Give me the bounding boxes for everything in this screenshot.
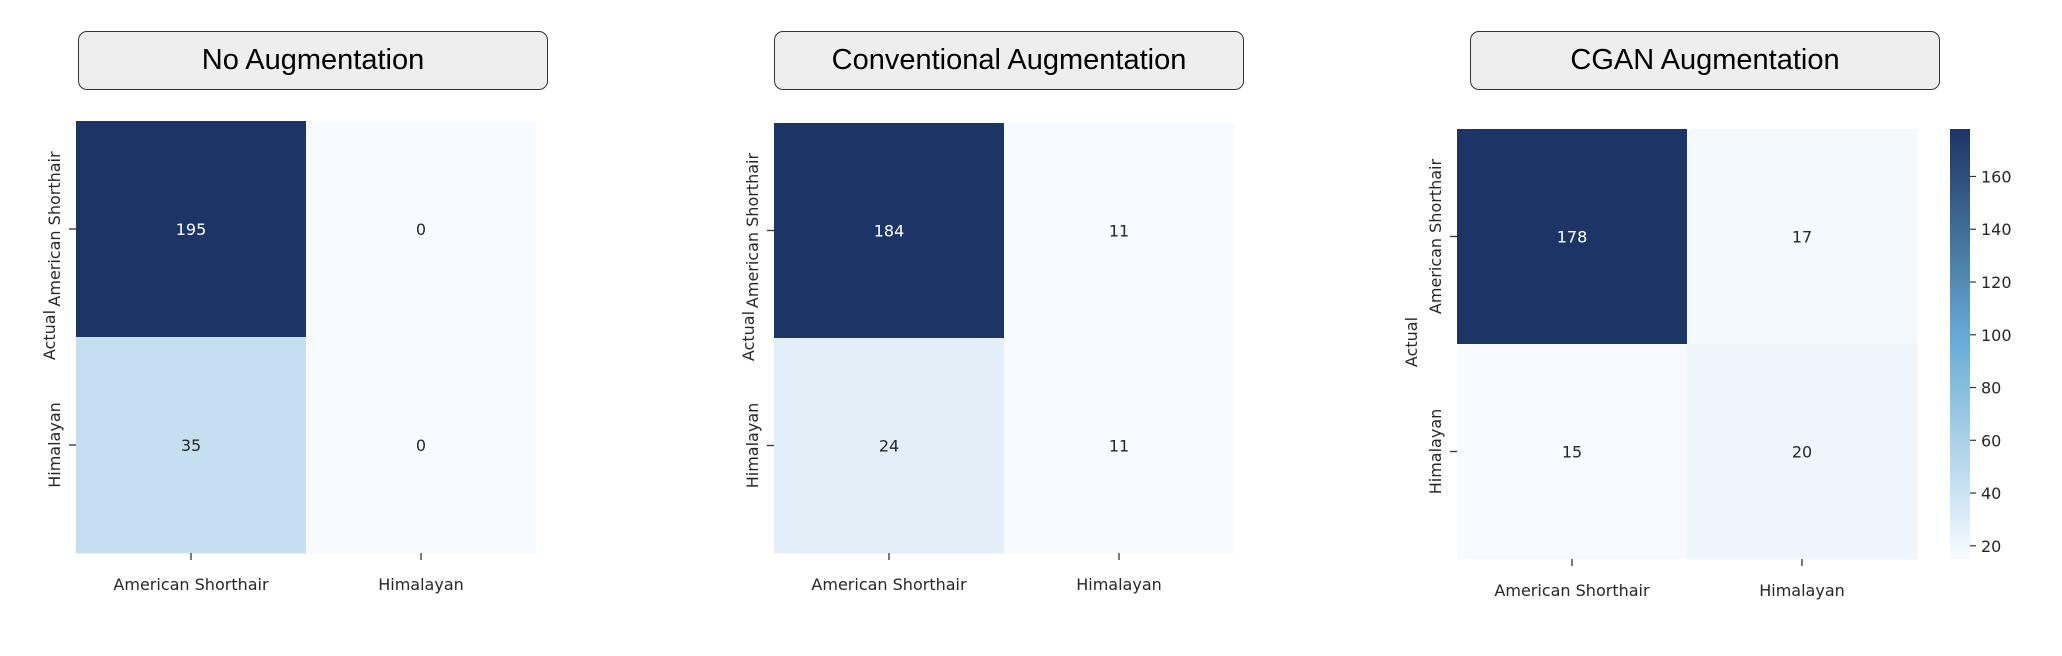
- x-tick-label: American Shorthair: [113, 575, 269, 594]
- heatmap-cell: [774, 123, 1005, 339]
- colorbar-tick-label: 100: [1981, 326, 2012, 345]
- cell-value-label: 184: [874, 222, 905, 241]
- x-tick-label: Himalayan: [378, 575, 464, 594]
- colorbar-tick-label: 120: [1981, 273, 2012, 292]
- heatmap-cell: [1004, 338, 1235, 554]
- y-tick-label: Himalayan: [45, 402, 64, 488]
- heatmap-cell: [1457, 344, 1688, 560]
- colorbar-tick-label: 40: [1981, 484, 2001, 503]
- heatmap-panel-3: 178 17 15 20 American Shorthair Himalayan Amer…: [1402, 129, 2012, 600]
- y-axis-label: Actual: [1402, 317, 1421, 367]
- x-tick-label: American Shorthair: [1494, 581, 1650, 600]
- cell-value-label: 178: [1557, 228, 1588, 247]
- cell-value-label: 195: [176, 220, 207, 239]
- heatmap-cell: [306, 121, 537, 338]
- panel-title-no-augmentation: No Augmentation: [78, 31, 548, 90]
- x-tick-label: American Shorthair: [811, 575, 967, 594]
- heatmap-cell: [1457, 129, 1688, 345]
- y-tick-label: American Shorthair: [1426, 159, 1445, 315]
- y-tick-label: Himalayan: [1426, 409, 1445, 495]
- heatmap-cell: [76, 337, 307, 554]
- x-tick-label: Himalayan: [1076, 575, 1162, 594]
- heatmap-panel-2: 184 11 24 11 American Shorthair Himalayan Amer…: [739, 123, 1235, 594]
- colorbar-tick-label: 60: [1981, 431, 2001, 450]
- heatmap-cell: [306, 337, 537, 554]
- x-tick-label: Himalayan: [1759, 581, 1845, 600]
- cell-value-label: 20: [1792, 443, 1812, 462]
- colorbar: [1950, 129, 1970, 559]
- colorbar-tick-label: 140: [1981, 220, 2012, 239]
- panel-title-cgan-augmentation: CGAN Augmentation: [1470, 31, 1940, 90]
- y-tick-label: Himalayan: [743, 403, 762, 489]
- heatmap-cell: [1687, 344, 1918, 560]
- cell-value-label: 0: [416, 220, 426, 239]
- heatmap-cell: [1687, 129, 1918, 345]
- y-tick-label: American Shorthair: [45, 151, 64, 307]
- heatmap-cell: [76, 121, 307, 338]
- colorbar-tick-label: 20: [1981, 537, 2001, 556]
- heatmap-panel-1: 195 0 35 0 American Shorthair Himalayan Americ…: [40, 121, 537, 594]
- heatmap-cell: [1004, 123, 1235, 339]
- y-tick-label: American Shorthair: [743, 153, 762, 309]
- colorbar-tick-label: 160: [1981, 167, 2012, 186]
- y-axis-label: Actual: [40, 310, 59, 360]
- cell-value-label: 11: [1109, 437, 1129, 456]
- cell-value-label: 24: [879, 437, 899, 456]
- heatmap-cell: [774, 338, 1005, 554]
- cell-value-label: 15: [1562, 443, 1582, 462]
- cell-value-label: 35: [181, 436, 201, 455]
- cell-value-label: 0: [416, 436, 426, 455]
- colorbar-tick-label: 80: [1981, 379, 2001, 398]
- cell-value-label: 11: [1109, 222, 1129, 241]
- y-axis-label: Actual: [739, 311, 758, 361]
- panel-title-conventional-augmentation: Conventional Augmentation: [774, 31, 1244, 90]
- cell-value-label: 17: [1792, 228, 1812, 247]
